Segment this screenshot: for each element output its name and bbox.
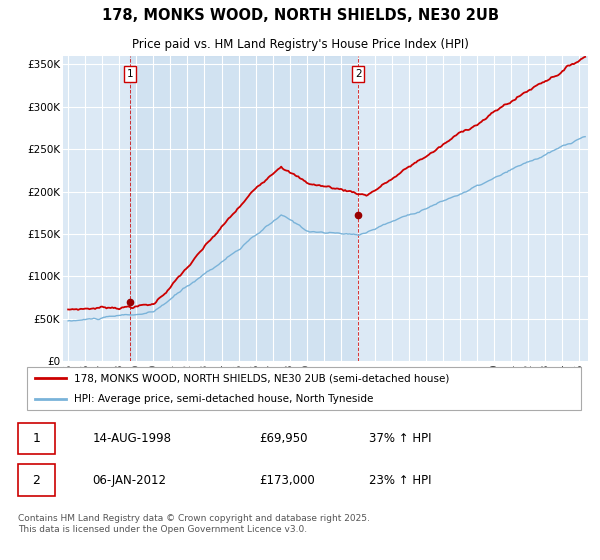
Text: 178, MONKS WOOD, NORTH SHIELDS, NE30 2UB (semi-detached house): 178, MONKS WOOD, NORTH SHIELDS, NE30 2UB… bbox=[74, 373, 450, 383]
Text: HPI: Average price, semi-detached house, North Tyneside: HPI: Average price, semi-detached house,… bbox=[74, 394, 374, 404]
Text: £173,000: £173,000 bbox=[260, 474, 316, 487]
Bar bbox=[18, 423, 55, 454]
Bar bbox=[18, 464, 55, 496]
Text: £69,950: £69,950 bbox=[260, 432, 308, 445]
Text: 1: 1 bbox=[127, 69, 133, 80]
FancyBboxPatch shape bbox=[27, 367, 581, 410]
Text: 2: 2 bbox=[355, 69, 362, 80]
Text: 2: 2 bbox=[32, 474, 40, 487]
Text: Contains HM Land Registry data © Crown copyright and database right 2025.
This d: Contains HM Land Registry data © Crown c… bbox=[18, 514, 370, 534]
Text: 178, MONKS WOOD, NORTH SHIELDS, NE30 2UB: 178, MONKS WOOD, NORTH SHIELDS, NE30 2UB bbox=[101, 8, 499, 23]
Text: 06-JAN-2012: 06-JAN-2012 bbox=[92, 474, 167, 487]
Text: 14-AUG-1998: 14-AUG-1998 bbox=[92, 432, 172, 445]
Text: 37% ↑ HPI: 37% ↑ HPI bbox=[369, 432, 431, 445]
Text: 1: 1 bbox=[32, 432, 40, 445]
Text: 23% ↑ HPI: 23% ↑ HPI bbox=[369, 474, 431, 487]
Bar bbox=[130, 56, 358, 361]
Text: Price paid vs. HM Land Registry's House Price Index (HPI): Price paid vs. HM Land Registry's House … bbox=[131, 38, 469, 50]
